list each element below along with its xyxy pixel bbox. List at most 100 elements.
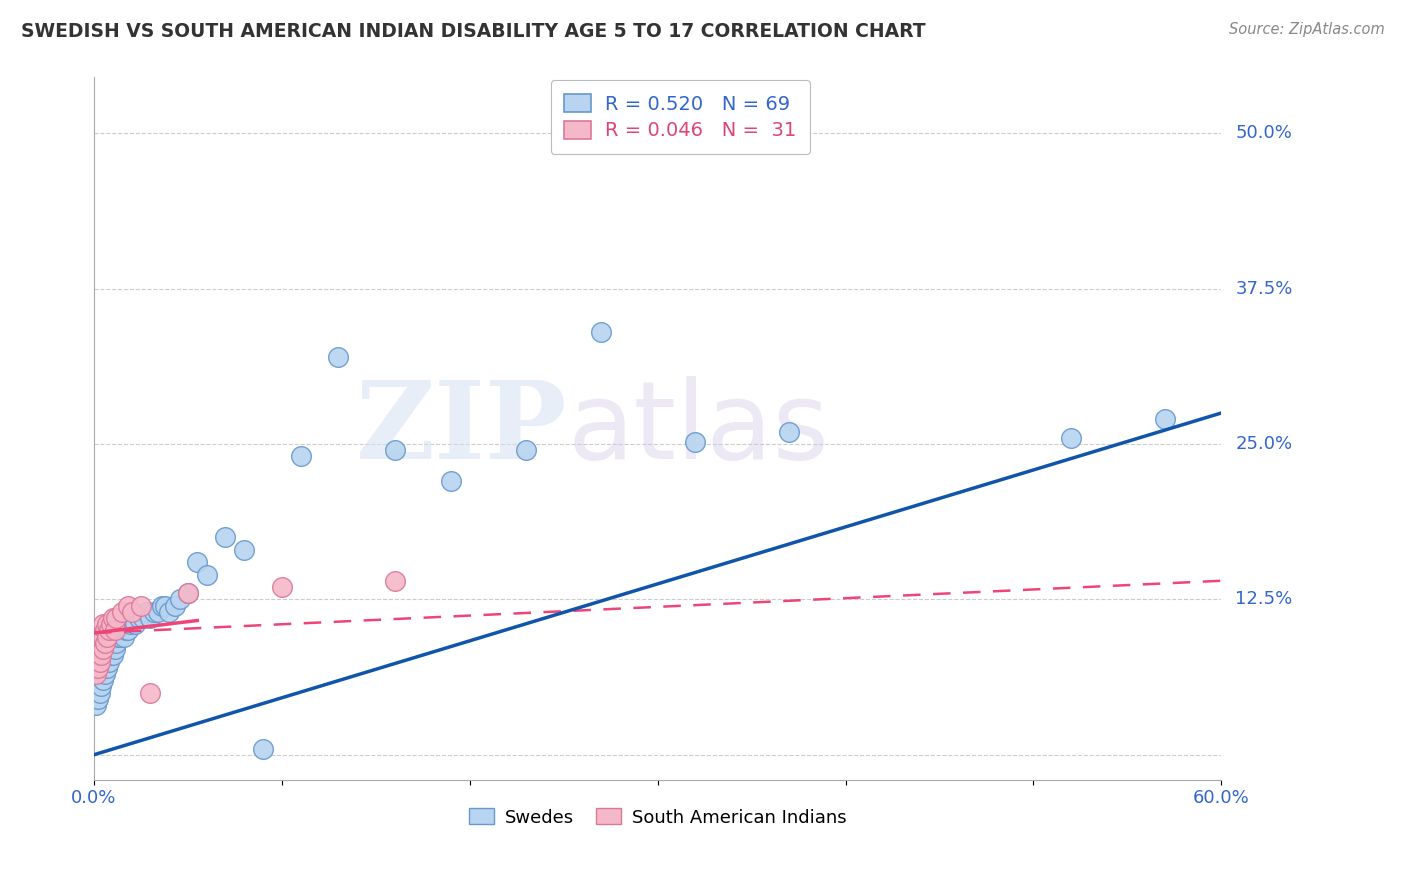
Point — [86, 661, 108, 675]
Point — [86, 636, 108, 650]
Point — [683, 434, 706, 449]
Point — [384, 443, 406, 458]
Point — [91, 636, 114, 650]
Point — [94, 624, 117, 638]
Point — [90, 648, 112, 663]
Point — [91, 648, 114, 663]
Point — [121, 605, 143, 619]
Point — [163, 599, 186, 613]
Point — [118, 617, 141, 632]
Point — [100, 636, 122, 650]
Point — [97, 642, 120, 657]
Point — [86, 691, 108, 706]
Point — [139, 685, 162, 699]
Point — [90, 630, 112, 644]
Legend: Swedes, South American Indians: Swedes, South American Indians — [461, 801, 853, 834]
Point — [105, 611, 128, 625]
Point — [107, 630, 129, 644]
Point — [111, 624, 134, 638]
Point — [515, 443, 537, 458]
Point — [100, 648, 122, 663]
Point — [84, 642, 107, 657]
Point — [128, 611, 150, 625]
Point — [91, 642, 114, 657]
Point — [177, 586, 200, 600]
Point — [89, 630, 111, 644]
Point — [101, 648, 124, 663]
Point — [132, 611, 155, 625]
Point — [112, 630, 135, 644]
Point — [94, 655, 117, 669]
Point — [124, 617, 146, 632]
Text: 37.5%: 37.5% — [1236, 280, 1292, 298]
Point — [91, 617, 114, 632]
Point — [84, 667, 107, 681]
Point — [89, 655, 111, 669]
Point — [84, 680, 107, 694]
Point — [86, 661, 108, 675]
Text: SWEDISH VS SOUTH AMERICAN INDIAN DISABILITY AGE 5 TO 17 CORRELATION CHART: SWEDISH VS SOUTH AMERICAN INDIAN DISABIL… — [21, 22, 925, 41]
Point — [97, 624, 120, 638]
Point — [89, 667, 111, 681]
Point — [90, 648, 112, 663]
Text: ZIP: ZIP — [356, 376, 568, 482]
Point — [135, 605, 157, 619]
Point — [84, 655, 107, 669]
Point — [86, 648, 108, 663]
Point — [778, 425, 800, 439]
Text: Source: ZipAtlas.com: Source: ZipAtlas.com — [1229, 22, 1385, 37]
Point — [90, 680, 112, 694]
Point — [1154, 412, 1177, 426]
Point — [91, 630, 114, 644]
Point — [104, 624, 127, 638]
Point — [233, 542, 256, 557]
Point — [328, 350, 350, 364]
Point — [139, 611, 162, 625]
Point — [143, 605, 166, 619]
Point — [96, 630, 118, 644]
Point — [155, 599, 177, 613]
Text: atlas: atlas — [568, 376, 830, 482]
Point — [91, 661, 114, 675]
Point — [97, 655, 120, 669]
Point — [440, 475, 463, 489]
Point — [105, 636, 128, 650]
Point — [86, 673, 108, 688]
Point — [214, 530, 236, 544]
Point — [252, 741, 274, 756]
Point — [100, 617, 122, 632]
Point — [94, 636, 117, 650]
Point — [89, 642, 111, 657]
Point — [89, 655, 111, 669]
Point — [90, 661, 112, 675]
Point — [97, 630, 120, 644]
Point — [94, 642, 117, 657]
Text: 25.0%: 25.0% — [1236, 435, 1292, 453]
Point — [270, 580, 292, 594]
Point — [117, 624, 139, 638]
Point — [101, 630, 124, 644]
Point — [1060, 431, 1083, 445]
Point — [84, 698, 107, 712]
Point — [101, 611, 124, 625]
Point — [195, 567, 218, 582]
Point — [384, 574, 406, 588]
Point — [121, 611, 143, 625]
Point — [110, 630, 132, 644]
Point — [129, 599, 152, 613]
Point — [96, 648, 118, 663]
Point — [96, 617, 118, 632]
Point — [169, 592, 191, 607]
Point — [177, 586, 200, 600]
Point — [146, 605, 169, 619]
Point — [157, 605, 180, 619]
Point — [117, 599, 139, 613]
Point — [89, 685, 111, 699]
Point — [290, 450, 312, 464]
Point — [104, 630, 127, 644]
Point — [150, 599, 173, 613]
Point — [104, 642, 127, 657]
Point — [115, 624, 138, 638]
Point — [89, 642, 111, 657]
Point — [96, 661, 118, 675]
